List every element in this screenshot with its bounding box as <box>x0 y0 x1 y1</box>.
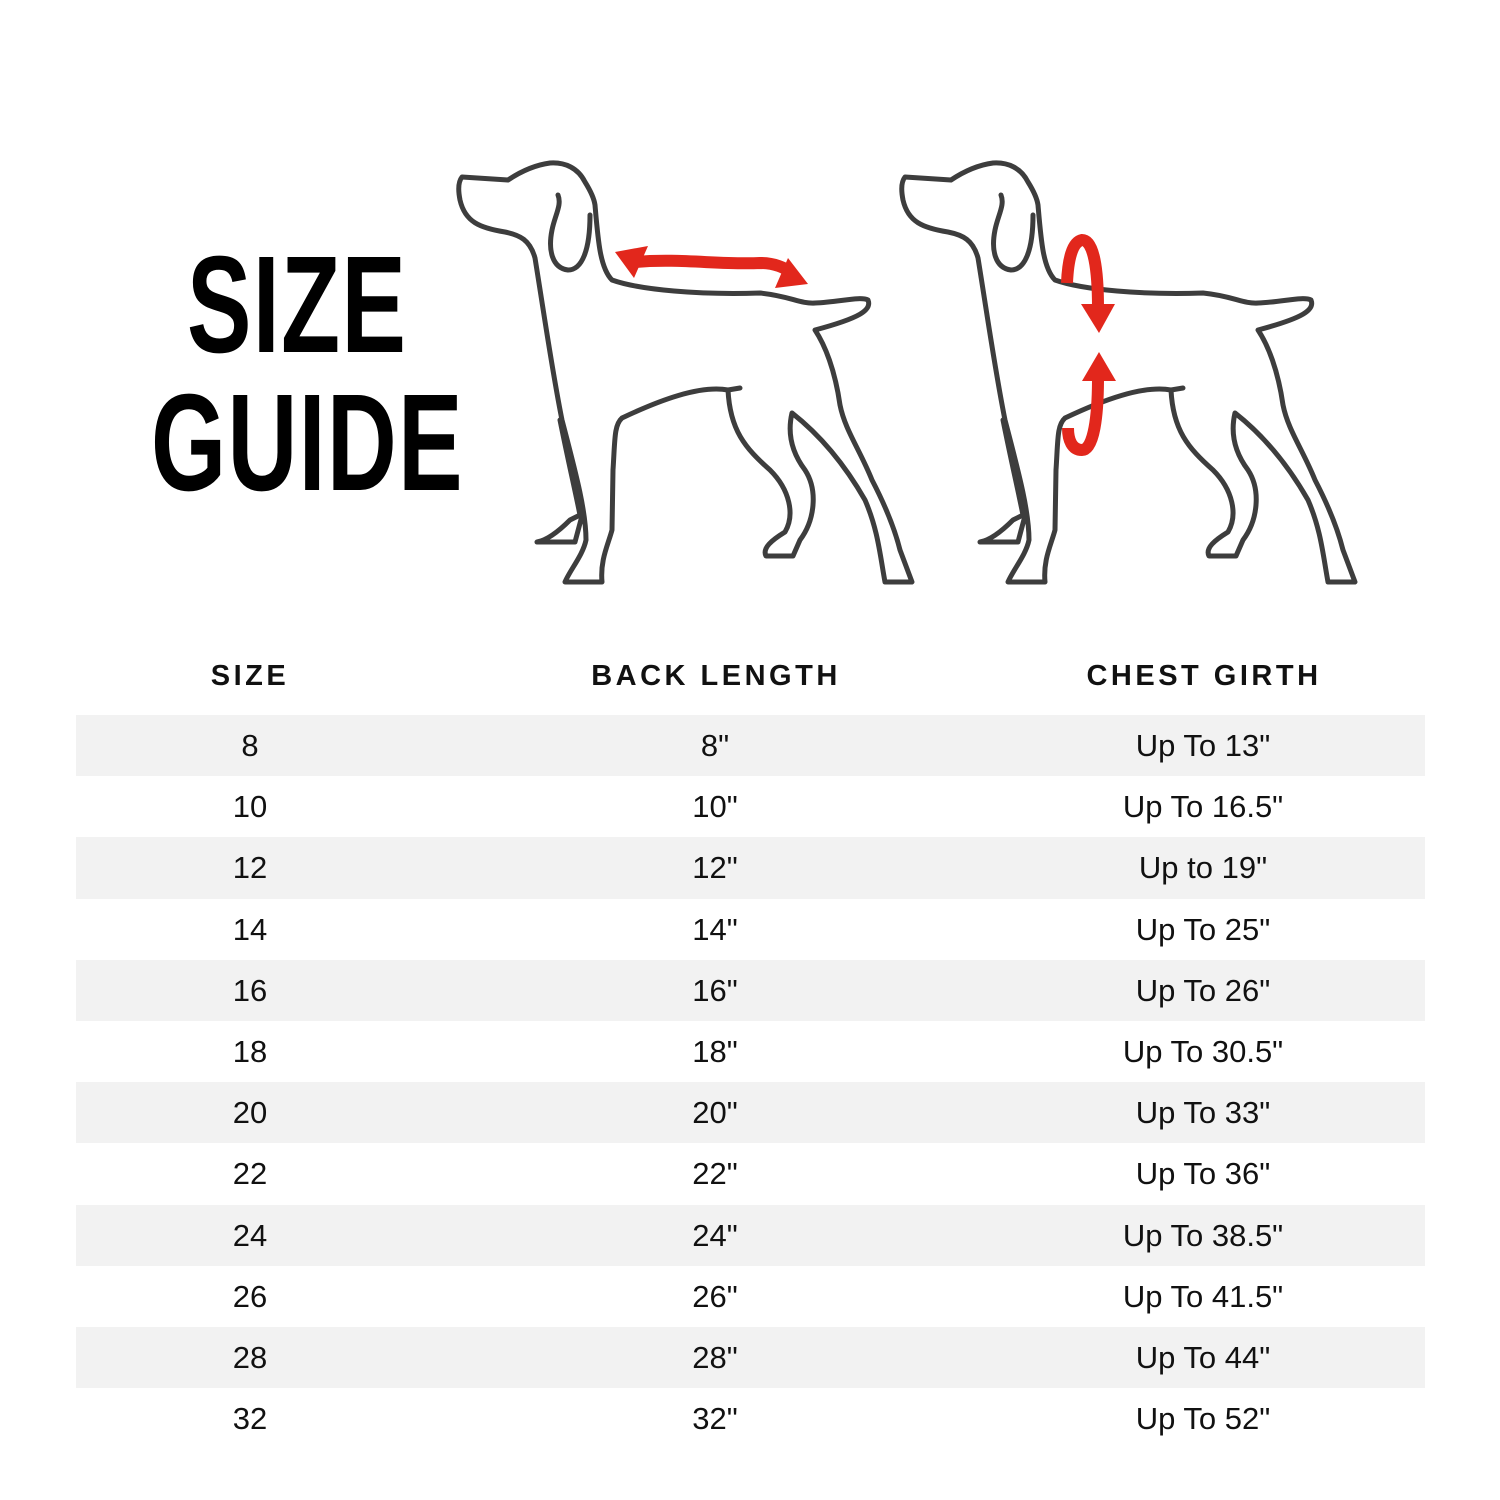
chest-girth-cell: Up To 25" <box>1135 911 1271 947</box>
back-length-cell: 10" <box>692 789 738 825</box>
table-row: 8 8" Up To 13" <box>76 715 1425 777</box>
back-length-cell: 20" <box>692 1095 738 1131</box>
back-length-cell: 24" <box>692 1217 738 1253</box>
title-guide: GUIDE <box>151 366 464 520</box>
header-chest-girth: CHEST GIRTH <box>1086 660 1322 692</box>
chest-girth-cell: Up To 52" <box>1135 1401 1271 1437</box>
size-cell: 12 <box>232 850 268 886</box>
table-row: 16 16" Up To 26" <box>76 959 1425 1021</box>
dog-back-length-icon <box>459 163 912 582</box>
chest-girth-cell: Up To 44" <box>1135 1339 1271 1375</box>
chest-girth-cell: Up to 19" <box>1138 850 1268 886</box>
size-cell: 24 <box>232 1217 268 1253</box>
size-cell: 28 <box>232 1339 268 1375</box>
size-cell: 14 <box>232 911 268 947</box>
chest-girth-cell: Up To 38.5" <box>1122 1217 1284 1253</box>
dog-chest-girth-icon <box>902 163 1355 582</box>
header-back-length: BACK LENGTH <box>591 660 841 692</box>
chest-girth-arrow-icon <box>1061 233 1116 457</box>
size-cell: 32 <box>232 1401 268 1437</box>
chest-girth-cell: Up To 41.5" <box>1122 1278 1284 1314</box>
dog-illustrations <box>0 0 1500 620</box>
size-cell: 10 <box>232 789 268 825</box>
table-row: 14 14" Up To 25" <box>76 899 1425 960</box>
back-length-cell: 22" <box>692 1156 738 1192</box>
table-row: 32 32" Up To 52" <box>76 1388 1425 1449</box>
back-length-cell: 32" <box>692 1401 738 1437</box>
back-length-cell: 12" <box>692 850 738 886</box>
chest-girth-cell: Up To 26" <box>1135 972 1271 1008</box>
chest-girth-cell: Up To 16.5" <box>1122 789 1284 825</box>
size-cell: 22 <box>232 1156 268 1192</box>
table-row: 10 10" Up To 16.5" <box>76 776 1425 837</box>
back-length-cell: 8" <box>700 728 730 763</box>
table-row: 20 20" Up To 33" <box>76 1082 1425 1144</box>
back-length-cell: 16" <box>692 972 738 1008</box>
size-table: 8 8" Up To 13" 10 10" Up To 16.5" 12 12" Up to 1… <box>76 715 1425 1449</box>
back-length-arrow-icon <box>615 246 808 288</box>
back-length-cell: 18" <box>692 1033 738 1069</box>
chest-girth-cell: Up To 30.5" <box>1122 1033 1284 1069</box>
table-row: 22 22" Up To 36" <box>76 1143 1425 1204</box>
table-row: 28 28" Up To 44" <box>76 1326 1425 1389</box>
size-cell: 18 <box>232 1033 268 1069</box>
back-length-cell: 14" <box>692 911 738 947</box>
table-row: 12 12" Up to 19" <box>76 837 1425 899</box>
size-cell: 26 <box>232 1278 268 1314</box>
back-length-cell: 28" <box>692 1339 738 1375</box>
size-cell: 8 <box>241 728 259 763</box>
chest-girth-cell: Up To 36" <box>1135 1156 1271 1192</box>
back-length-cell: 26" <box>692 1278 738 1314</box>
chest-girth-cell: Up To 33" <box>1135 1095 1271 1131</box>
size-cell: 20 <box>232 1095 268 1131</box>
table-row: 18 18" Up To 30.5" <box>76 1021 1425 1082</box>
table-row: 26 26" Up To 41.5" <box>76 1266 1425 1327</box>
title-size: SIZE <box>187 228 408 382</box>
chest-girth-cell: Up To 13" <box>1135 728 1271 763</box>
table-row: 24 24" Up To 38.5" <box>76 1204 1425 1266</box>
header-size: SIZE <box>210 660 290 692</box>
size-cell: 16 <box>232 972 268 1008</box>
